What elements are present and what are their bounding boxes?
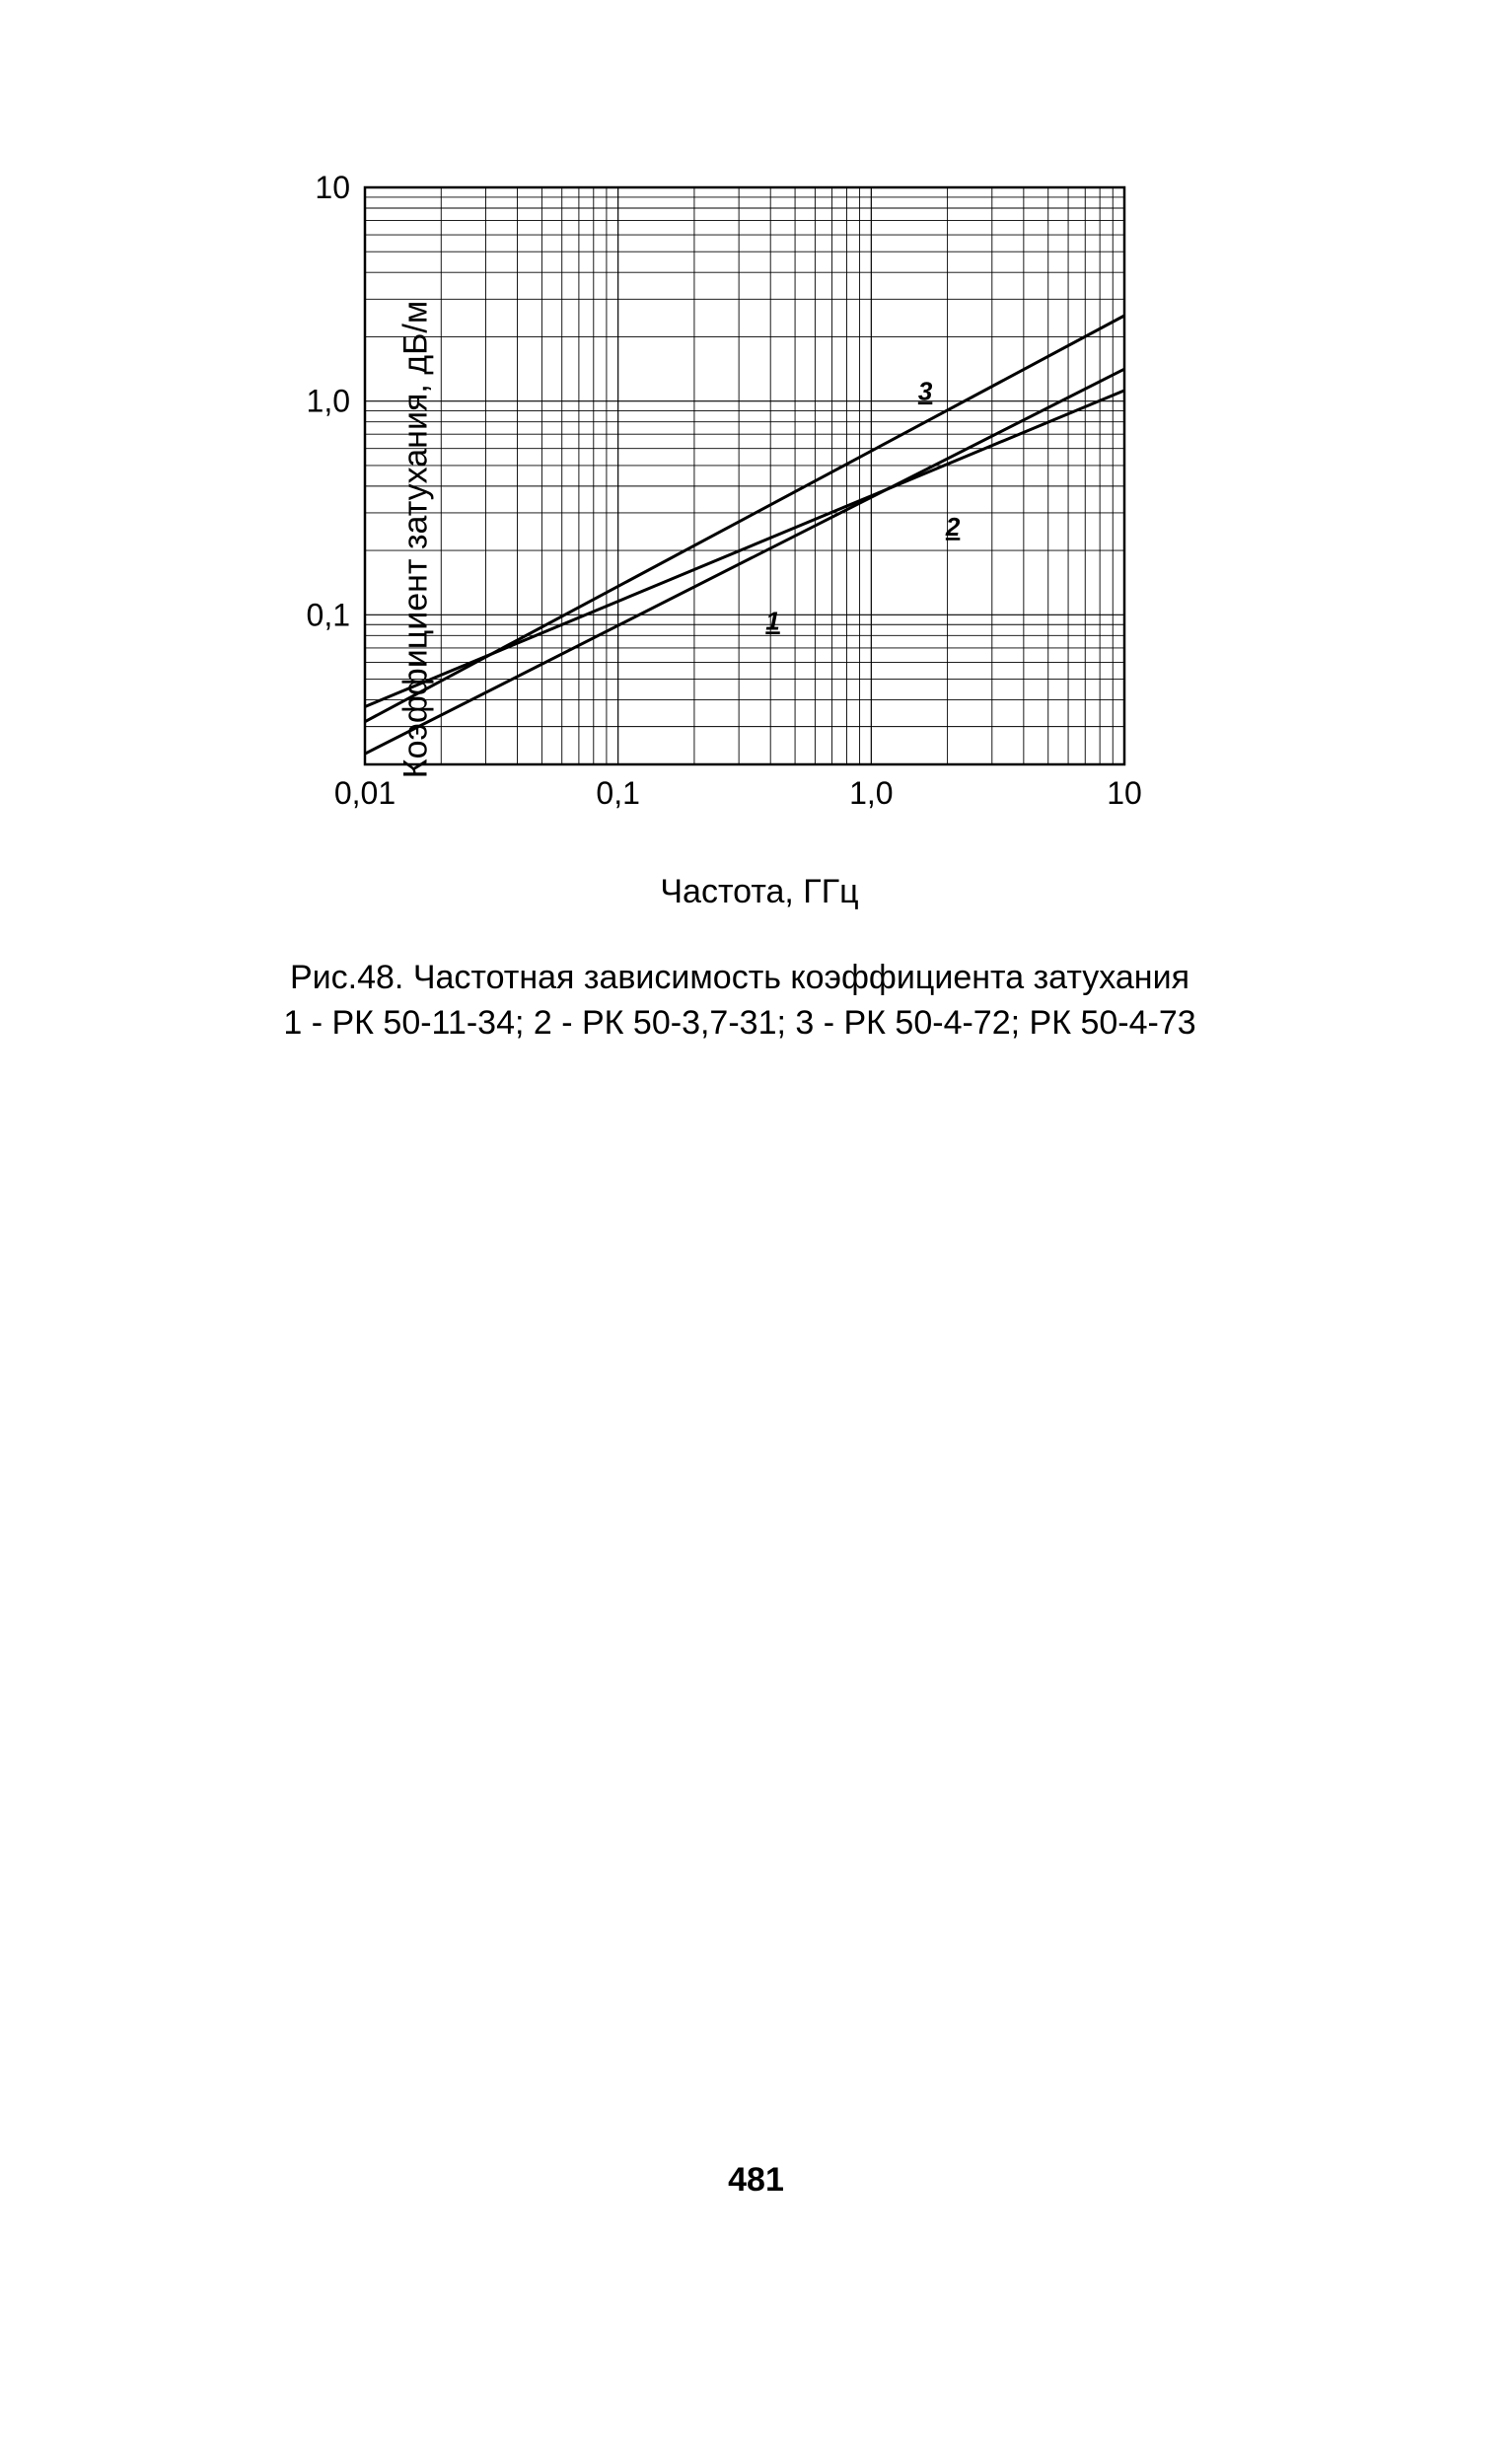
chart-plot-area: 0,01 0,1 1,0 10 0,1 1,0 10 1 2 3	[247, 168, 1154, 858]
y-axis-label: Коэффициент затухания, дБ/м	[397, 301, 436, 778]
caption-line-1: Рис.48. Частотная зависимость коэффициен…	[197, 956, 1282, 1001]
svg-text:1,0: 1,0	[307, 384, 350, 419]
svg-text:10: 10	[315, 170, 350, 205]
svg-text:10: 10	[1107, 775, 1142, 811]
svg-text:0,1: 0,1	[307, 597, 350, 632]
caption-line-2: 1 - РК 50-11-34; 2 - РК 50-3,7-31; 3 - Р…	[197, 1001, 1282, 1047]
page-number: 481	[0, 2161, 1512, 2200]
svg-text:1: 1	[765, 606, 779, 635]
figure-caption: Рис.48. Частотная зависимость коэффициен…	[197, 956, 1282, 1047]
svg-text:2: 2	[945, 512, 961, 542]
svg-text:0,01: 0,01	[334, 775, 396, 811]
svg-text:0,1: 0,1	[596, 775, 639, 811]
svg-text:1,0: 1,0	[849, 775, 893, 811]
svg-text:3: 3	[918, 376, 933, 405]
x-axis-label: Частота, ГГц	[247, 873, 1154, 911]
attenuation-chart: Коэффициент затухания, дБ/м 0,010,11,010…	[247, 168, 1282, 911]
